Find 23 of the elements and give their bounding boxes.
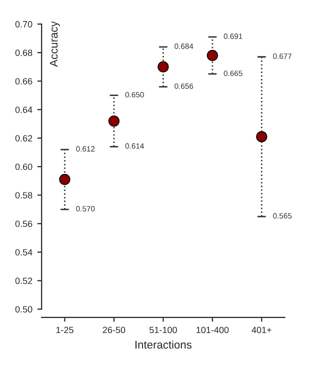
y-tick-label: 0.66 [15,78,32,84]
y-tick-label: 0.58 [15,192,32,198]
y-tick-label: 0.70 [15,21,32,28]
x-axis-title: Interactions [136,340,192,349]
point [59,174,70,186]
y-tick-label: 0.50 [15,306,32,313]
x-tick-label: 1-25 [56,326,74,334]
x-tick-label: 51-100 [150,326,177,334]
x-tick-label: 401+ [252,326,272,334]
point [206,50,218,62]
y-axis-title: Accuracy [50,21,60,67]
point [108,115,120,127]
point [256,131,268,142]
y-tick-label: 0.68 [15,50,32,56]
y-tick-label: 0.64 [15,106,32,113]
y-tick-label: 0.54 [15,249,32,256]
y-tick-label: 0.56 [15,220,32,227]
y-tick-label: 0.52 [15,278,32,284]
y-tick-label: 0.60 [15,164,32,170]
x-tick-label: 101-400 [196,326,229,334]
x-tick-label: 26-50 [102,326,126,334]
point [158,61,169,72]
y-tick-label: 0.62 [15,135,32,142]
